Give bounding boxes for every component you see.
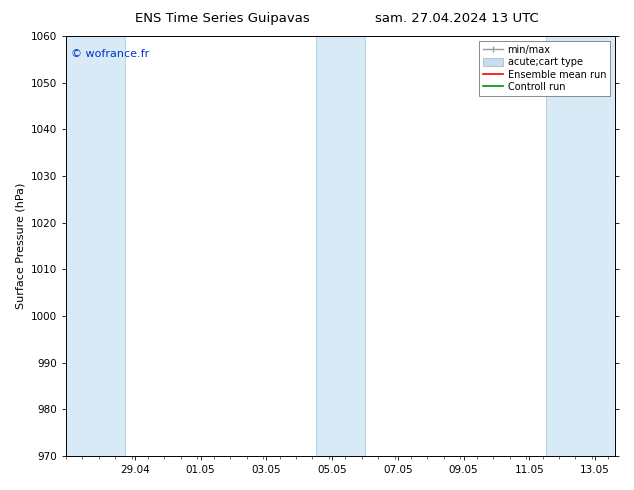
Bar <box>546 36 615 456</box>
Bar <box>316 36 365 456</box>
Bar <box>66 36 125 456</box>
Legend: min/max, acute;cart type, Ensemble mean run, Controll run: min/max, acute;cart type, Ensemble mean … <box>479 41 610 96</box>
Text: © wofrance.fr: © wofrance.fr <box>71 49 150 59</box>
Text: sam. 27.04.2024 13 UTC: sam. 27.04.2024 13 UTC <box>375 12 538 25</box>
Y-axis label: Surface Pressure (hPa): Surface Pressure (hPa) <box>15 183 25 309</box>
Text: ENS Time Series Guipavas: ENS Time Series Guipavas <box>134 12 309 25</box>
